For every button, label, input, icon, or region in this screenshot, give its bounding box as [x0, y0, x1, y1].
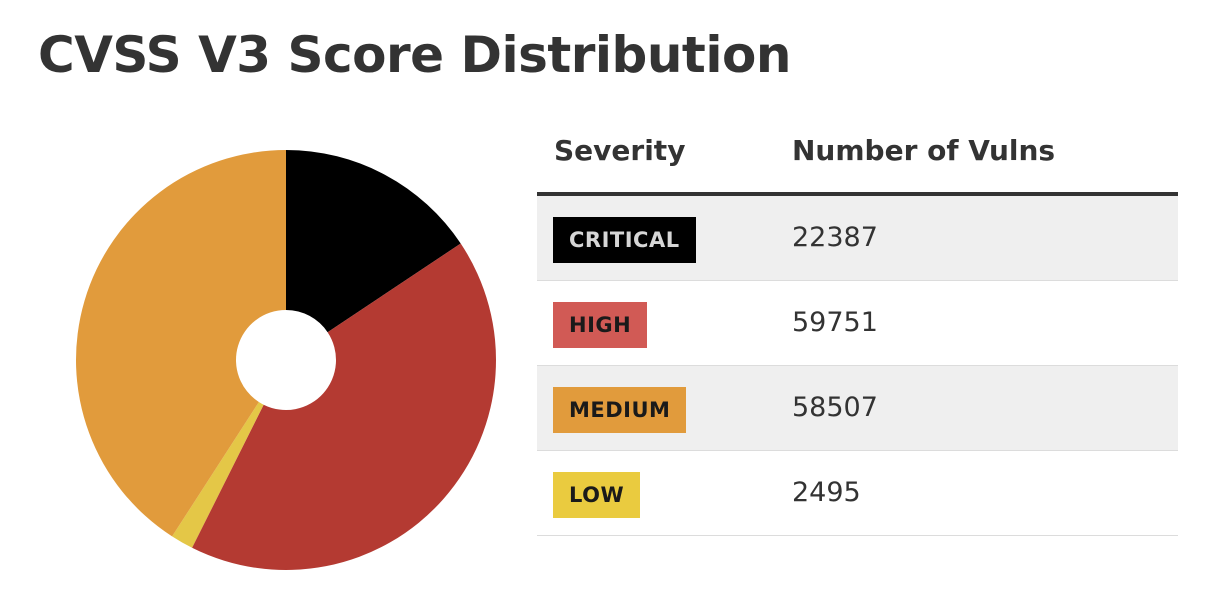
table-row-medium: MEDIUM 58507: [537, 366, 1178, 451]
severity-badge-medium[interactable]: MEDIUM: [553, 387, 687, 433]
pie-slice-critical[interactable]: [286, 150, 461, 333]
vuln-count-medium: 58507: [792, 392, 878, 423]
severity-badge-critical[interactable]: CRITICAL: [553, 217, 696, 263]
severity-table: Severity Number of Vulns CRITICAL 22387 …: [537, 112, 1178, 536]
table-row-critical: CRITICAL 22387: [537, 196, 1178, 281]
pie-chart-svg: [75, 150, 497, 570]
pie-slice-medium[interactable]: [75, 150, 287, 537]
table-header: Severity Number of Vulns: [537, 112, 1178, 196]
column-header-count: Number of Vulns: [792, 134, 1056, 167]
severity-badge-high[interactable]: HIGH: [553, 302, 648, 348]
vuln-count-low: 2495: [792, 477, 861, 508]
column-header-severity: Severity: [554, 134, 686, 167]
page-title: CVSS V3 Score Distribution: [38, 26, 791, 84]
pie-slice-low[interactable]: [172, 402, 264, 548]
pie-chart: [70, 144, 502, 576]
table-row-high: HIGH 59751: [537, 281, 1178, 366]
vuln-count-critical: 22387: [792, 222, 878, 253]
vuln-count-high: 59751: [792, 307, 878, 338]
severity-badge-low[interactable]: LOW: [553, 472, 641, 518]
pie-slice-high[interactable]: [192, 243, 497, 570]
table-row-low: LOW 2495: [537, 451, 1178, 536]
